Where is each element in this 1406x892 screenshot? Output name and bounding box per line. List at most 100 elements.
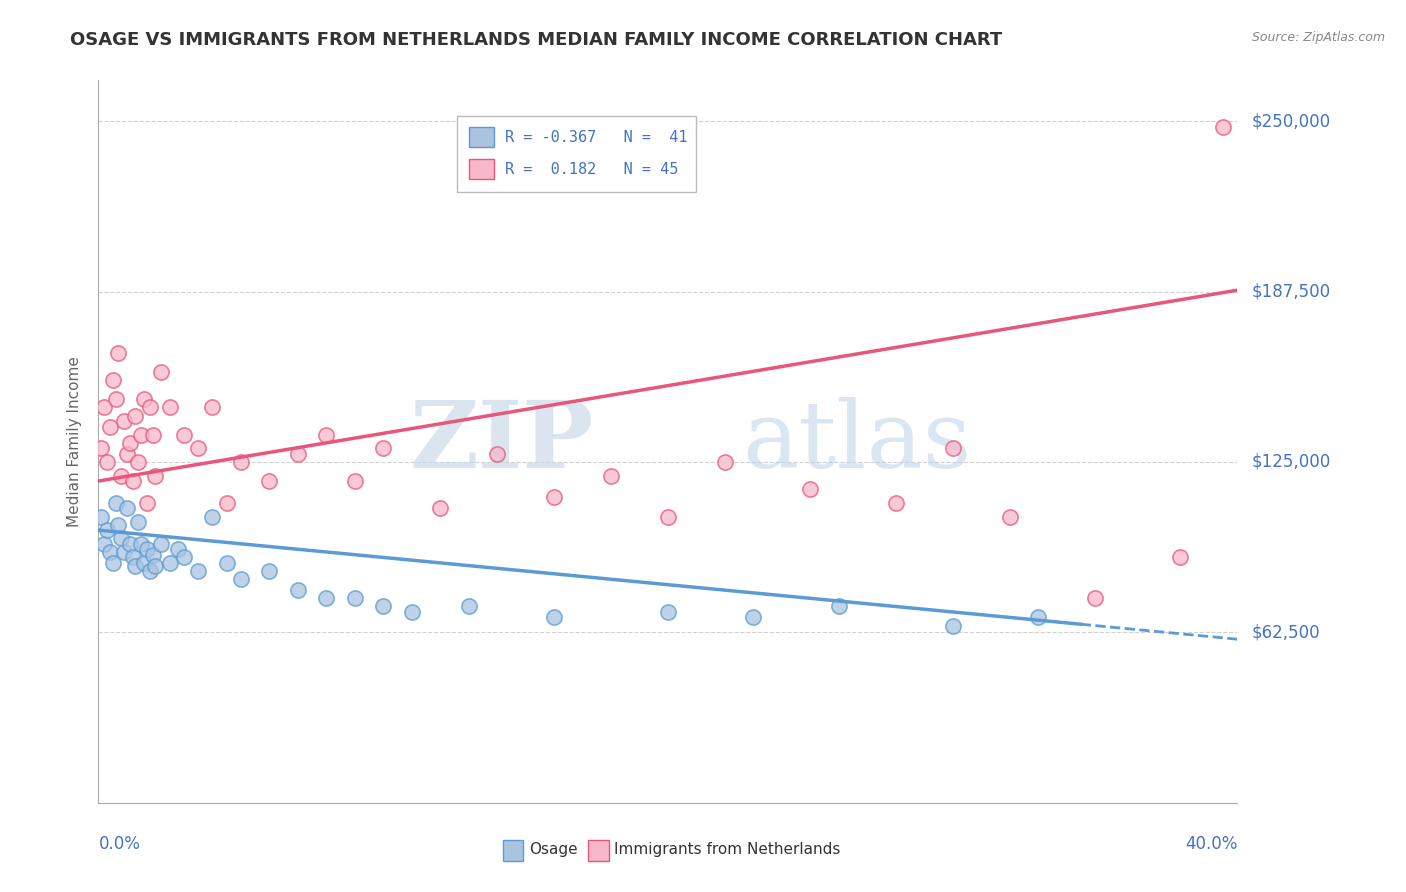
Text: R = -0.367   N =  41: R = -0.367 N = 41 <box>505 130 688 145</box>
Point <box>229 455 252 469</box>
Point <box>138 401 160 415</box>
Bar <box>468 159 494 179</box>
Point <box>657 605 679 619</box>
Point <box>138 564 160 578</box>
Point <box>457 599 479 614</box>
Point <box>600 468 623 483</box>
Text: R =  0.182   N = 45: R = 0.182 N = 45 <box>505 161 678 177</box>
Point <box>373 442 395 456</box>
Point <box>90 442 112 456</box>
Text: Immigrants from Netherlands: Immigrants from Netherlands <box>614 842 841 857</box>
Point <box>90 509 112 524</box>
Point <box>127 515 149 529</box>
Text: 40.0%: 40.0% <box>1185 835 1237 854</box>
Point <box>1026 610 1049 624</box>
Point <box>714 455 737 469</box>
Point <box>828 599 851 614</box>
Point <box>315 591 337 606</box>
Text: Source: ZipAtlas.com: Source: ZipAtlas.com <box>1251 31 1385 45</box>
Text: $62,500: $62,500 <box>1251 624 1320 641</box>
Point <box>98 545 121 559</box>
Bar <box>503 840 523 861</box>
Point <box>942 442 965 456</box>
Point <box>129 537 152 551</box>
Point <box>343 591 366 606</box>
Y-axis label: Median Family Income: Median Family Income <box>67 356 83 527</box>
Text: $187,500: $187,500 <box>1251 283 1330 301</box>
Text: atlas: atlas <box>742 397 972 486</box>
Point <box>107 517 129 532</box>
Point <box>93 537 115 551</box>
Point <box>121 550 143 565</box>
Point <box>401 605 423 619</box>
Point <box>884 496 907 510</box>
Point <box>129 427 152 442</box>
Point <box>187 442 209 456</box>
Bar <box>468 128 494 147</box>
Point <box>132 392 155 407</box>
Point <box>799 482 821 496</box>
Point <box>107 346 129 360</box>
Point <box>127 455 149 469</box>
Point <box>1170 550 1192 565</box>
Point <box>201 509 224 524</box>
Point <box>110 532 132 546</box>
Bar <box>588 840 609 861</box>
Point <box>150 537 173 551</box>
Point <box>187 564 209 578</box>
Point <box>115 501 138 516</box>
Point <box>104 392 127 407</box>
Point <box>112 414 135 428</box>
Point <box>1084 591 1107 606</box>
Point <box>124 409 146 423</box>
Point <box>942 618 965 632</box>
Point <box>259 564 281 578</box>
Point <box>135 542 157 557</box>
Text: $250,000: $250,000 <box>1251 112 1330 130</box>
Point <box>141 427 163 442</box>
Point <box>215 496 238 510</box>
Point <box>159 401 181 415</box>
Text: 0.0%: 0.0% <box>98 835 141 854</box>
Point <box>742 610 765 624</box>
Point <box>315 427 337 442</box>
Point <box>101 556 124 570</box>
Point <box>132 556 155 570</box>
Point <box>657 509 679 524</box>
Text: Osage: Osage <box>529 842 578 857</box>
Point <box>287 447 309 461</box>
Point <box>173 427 195 442</box>
Point <box>150 365 173 379</box>
Point <box>543 610 565 624</box>
Point <box>486 447 509 461</box>
Text: $125,000: $125,000 <box>1251 453 1330 471</box>
Point <box>159 556 181 570</box>
Point <box>373 599 395 614</box>
Point <box>101 373 124 387</box>
Point <box>96 455 118 469</box>
Point <box>201 401 224 415</box>
Point <box>429 501 451 516</box>
Point <box>173 550 195 565</box>
Point <box>145 558 167 573</box>
Point <box>115 447 138 461</box>
Text: ZIP: ZIP <box>409 397 593 486</box>
Text: OSAGE VS IMMIGRANTS FROM NETHERLANDS MEDIAN FAMILY INCOME CORRELATION CHART: OSAGE VS IMMIGRANTS FROM NETHERLANDS MED… <box>70 31 1002 49</box>
Point <box>110 468 132 483</box>
Point <box>141 548 163 562</box>
Point <box>543 491 565 505</box>
Point <box>121 474 143 488</box>
Point <box>998 509 1021 524</box>
Point <box>104 496 127 510</box>
Point <box>98 419 121 434</box>
Point <box>135 496 157 510</box>
Point <box>93 401 115 415</box>
Point <box>287 583 309 598</box>
FancyBboxPatch shape <box>457 117 696 193</box>
Point <box>259 474 281 488</box>
Point <box>1212 120 1234 134</box>
Point <box>112 545 135 559</box>
Point <box>167 542 190 557</box>
Point <box>343 474 366 488</box>
Point <box>124 558 146 573</box>
